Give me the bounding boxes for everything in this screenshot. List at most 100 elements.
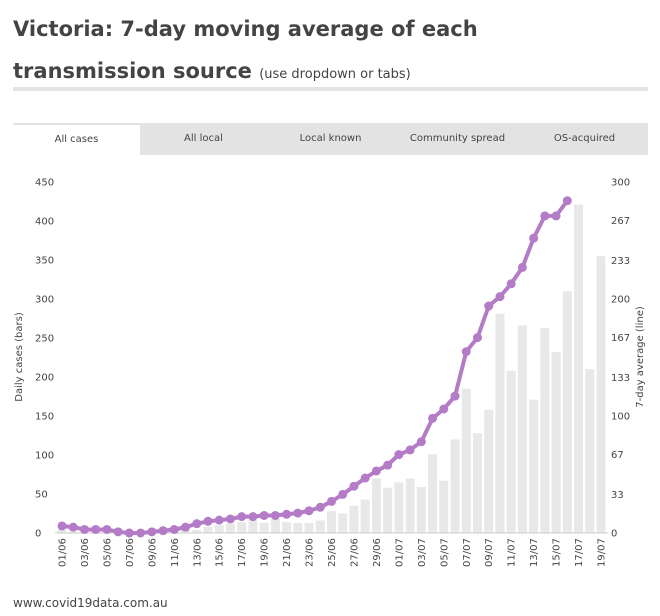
bar [529,399,539,533]
bar [450,439,460,533]
x-tick-label: 23/06 [305,538,316,567]
x-tick-label: 09/07 [484,538,495,567]
bar [192,529,202,533]
bar [394,482,404,533]
divider [13,87,648,91]
bar [461,388,471,533]
x-tick-label: 19/06 [260,538,271,567]
tab[interactable]: All local [184,133,223,144]
x-tick-label: 05/06 [102,538,113,567]
chart: 0 50 100 150 200 250 300 350 400 450 0 33 67 100 133 16… [14,178,646,568]
line-point [551,211,561,221]
x-tick-label: 21/06 [282,538,293,567]
bar [225,523,235,533]
line-point [57,521,67,531]
x-tick-label: 17/06 [237,538,248,567]
chart-title: Victoria: 7-day moving average of each t… [13,17,478,83]
bar [327,511,336,533]
x-tick-label: 19/07 [597,538,608,567]
line-point [405,445,415,455]
bar [428,454,438,533]
x-tick-label: 29/06 [372,538,383,567]
bar [203,526,213,533]
bar [293,522,303,533]
y-tick-label: 150 [35,412,54,423]
bar [439,480,449,533]
line-point [192,519,202,529]
line-point [338,489,348,499]
line-point [158,526,168,536]
y-tick-label: 250 [35,334,54,345]
x-tick-label: 11/07 [507,538,518,567]
line-point [237,512,247,522]
y-axis-label: Daily cases (bars) [14,312,25,402]
bar [371,478,381,533]
line-point [360,473,370,483]
bar [551,352,561,533]
x-tick-label: 07/07 [462,538,473,567]
x-tick-label: 25/06 [327,538,338,567]
tab[interactable]: OS-acquired [553,133,616,144]
line-point [225,514,235,524]
y2-tick-label: 267 [611,216,630,227]
bar [596,256,606,533]
line-point [461,347,471,357]
line-point [484,301,494,311]
line-point [450,391,460,401]
line-point [495,292,505,302]
y2-tick-label: 33 [611,490,624,501]
line-point [371,466,381,476]
bar [270,518,280,533]
x-tick-label: 13/07 [529,538,540,567]
bar [405,478,415,533]
bar [338,513,348,533]
tab[interactable]: All cases [13,123,140,155]
x-tick-label: 15/06 [215,538,226,567]
bar [349,505,359,533]
y-tick-label: 400 [35,217,54,228]
line-point [79,524,89,534]
bar [315,520,325,533]
bar [383,487,393,533]
bar [57,529,67,533]
line-point [349,481,359,491]
x-tick-label: 13/06 [192,538,203,567]
line-point [91,524,101,534]
bar [495,313,505,533]
line-point [293,508,303,518]
line-point [68,522,78,532]
tab-bar: All cases All local Local known Community s… [13,123,648,155]
footer: www.covid19data.com.au [13,596,168,610]
x-tick-label: 17/07 [574,538,585,567]
y2-tick-label: 200 [611,295,630,306]
bar [506,370,516,533]
line-point [169,524,179,534]
line-point [562,196,572,206]
line-point [416,437,426,447]
x-tick-label: 03/06 [80,538,91,567]
tab[interactable]: Local known [299,133,362,144]
bar [360,499,370,533]
line [61,199,569,535]
x-tick-label: 05/07 [439,538,450,567]
x-tick-label: 27/06 [349,538,360,567]
line-point [428,413,438,423]
line-point [270,510,280,520]
line-point [214,515,224,525]
tab[interactable]: Community spread [409,133,506,144]
line-point [394,450,404,460]
y2-axis-label: 7-day average (line) [635,306,646,408]
bar [574,204,584,533]
y-tick-label: 100 [35,451,54,462]
bar [214,525,224,533]
y-tick-label: 300 [35,295,54,306]
y-tick-label: 350 [35,256,54,267]
y2-tick-label: 233 [611,256,630,267]
line-point [102,524,112,534]
y2-tick-label: 133 [611,373,630,384]
bar [585,369,595,533]
line-point [506,279,516,289]
x-tick-label: 15/07 [552,538,563,567]
x-tick-label: 03/07 [417,538,428,567]
